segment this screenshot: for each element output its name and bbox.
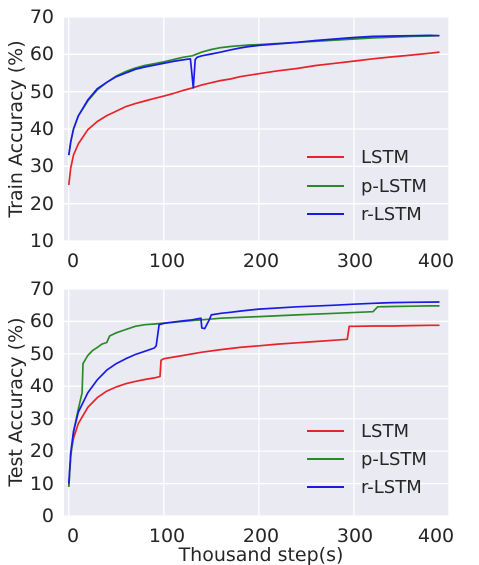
test-y-tick-label: 30	[30, 408, 54, 430]
train-x-tick-label: 100	[149, 250, 185, 272]
train-x-tick-label: 400	[418, 250, 454, 272]
train-y-tick-label: 10	[30, 230, 54, 252]
train-gridlines	[64, 16, 450, 242]
test-series-p-lstm-line	[67, 305, 440, 487]
test-y-tick-label: 40	[30, 375, 54, 397]
train-y-tick-label: 20	[30, 193, 54, 215]
test-y-axis-label: Test Accuracy (%)	[5, 317, 27, 487]
train-legend-label-r-lstm: r-LSTM	[361, 204, 422, 225]
test-x-tick-label: 300	[337, 525, 373, 547]
test-x-tick-label: 100	[149, 525, 185, 547]
train-y-tick-label: 70	[30, 6, 54, 28]
test-series-r-lstm-line	[67, 301, 440, 484]
train-y-tick-label: 60	[30, 43, 54, 65]
test-x-tick-label: 200	[243, 525, 279, 547]
test-y-tick-label: 10	[30, 473, 54, 495]
train-series-lstm-line	[67, 51, 440, 186]
train-chart: 10 20 30 40 50 60 70 0 100 200 300 400 T…	[5, 6, 454, 272]
test-gridlines	[64, 288, 450, 517]
test-chart: 0 10 20 30 40 50 60 70 0 100 200 300 400…	[5, 278, 454, 565]
train-y-tick-label: 40	[30, 118, 54, 140]
train-x-tick-label: 300	[337, 250, 373, 272]
test-series-lines	[67, 301, 440, 487]
train-series-r-lstm-line	[67, 34, 440, 156]
test-x-tick-label: 0	[67, 525, 79, 547]
train-y-axis-label: Train Accuracy (%)	[5, 40, 27, 218]
test-legend-label-r-lstm: r-LSTM	[361, 477, 422, 498]
train-legend: LSTM p-LSTM r-LSTM	[307, 147, 427, 225]
test-series-lstm-line	[67, 324, 440, 487]
train-legend-label-p-lstm: p-LSTM	[361, 176, 427, 197]
test-legend: LSTM p-LSTM r-LSTM	[307, 421, 427, 498]
train-x-tick-label: 200	[243, 250, 279, 272]
train-legend-label-lstm: LSTM	[361, 147, 409, 168]
test-y-tick-label: 60	[30, 310, 54, 332]
test-y-tick-label: 50	[30, 343, 54, 365]
test-legend-label-lstm: LSTM	[361, 421, 409, 442]
test-legend-label-p-lstm: p-LSTM	[361, 449, 427, 470]
train-series-lines	[67, 34, 440, 186]
test-y-tick-label: 20	[30, 440, 54, 462]
train-x-tick-label: 0	[67, 250, 79, 272]
test-y-tick-label: 0	[42, 505, 54, 527]
train-y-tick-label: 50	[30, 81, 54, 103]
train-y-tick-label: 30	[30, 155, 54, 177]
test-x-tick-label: 400	[418, 525, 454, 547]
test-x-axis-label: Thousand step(s)	[178, 544, 344, 565]
test-y-tick-label: 70	[30, 278, 54, 300]
